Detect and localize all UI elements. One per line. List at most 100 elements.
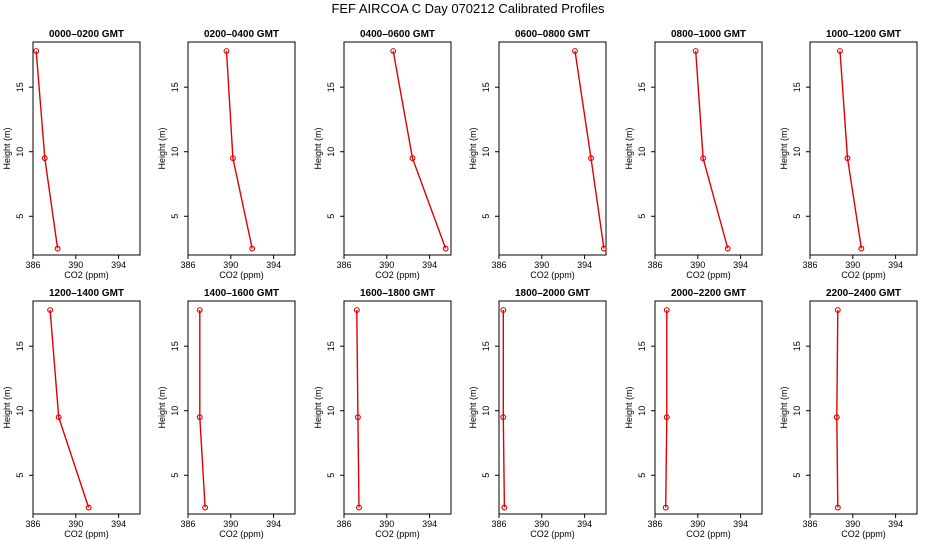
x-axis-label: CO2 (ppm) — [375, 270, 420, 280]
x-axis-label: CO2 (ppm) — [375, 529, 420, 539]
data-point — [202, 504, 209, 511]
y-tick-label: 5 — [15, 214, 25, 219]
x-tick-label: 386 — [491, 519, 506, 529]
x-axis-label: CO2 (ppm) — [219, 529, 264, 539]
x-tick-label: 394 — [111, 260, 126, 270]
x-tick-label: 394 — [422, 260, 437, 270]
series-line — [839, 50, 863, 249]
data-point — [354, 414, 361, 421]
y-tick-label: 10 — [792, 406, 802, 416]
y-tick-label: 15 — [792, 341, 802, 351]
x-tick-label: 386 — [336, 519, 351, 529]
x-tick-label: 390 — [845, 260, 860, 270]
x-tick-label: 386 — [802, 260, 817, 270]
x-axis-label: CO2 (ppm) — [530, 270, 575, 280]
series-line — [836, 309, 839, 508]
x-tick-label: 386 — [25, 260, 40, 270]
panel-title: 0600–0800 GMT — [515, 29, 590, 40]
data-point — [600, 245, 607, 252]
data-point — [390, 48, 397, 54]
data-point — [47, 307, 54, 313]
y-tick-label: 10 — [637, 406, 647, 416]
x-tick-label: 386 — [802, 519, 817, 529]
x-axis-label: CO2 (ppm) — [64, 529, 109, 539]
panel-title: 0200–0400 GMT — [204, 29, 279, 40]
y-tick-label: 5 — [481, 473, 491, 478]
y-tick-label: 15 — [637, 82, 647, 92]
x-tick-label: 390 — [223, 519, 238, 529]
x-tick-label: 390 — [379, 519, 394, 529]
x-tick-label: 394 — [266, 519, 281, 529]
x-tick-label: 386 — [180, 260, 195, 270]
y-axis-label: Height (m) — [2, 386, 12, 428]
x-tick-label: 390 — [690, 519, 705, 529]
y-tick-label: 10 — [481, 147, 491, 157]
data-point — [834, 504, 841, 511]
panel-title: 0000–0200 GMT — [49, 29, 124, 40]
data-point — [229, 155, 236, 162]
x-tick-label: 386 — [491, 260, 506, 270]
x-tick-label: 394 — [266, 260, 281, 270]
x-tick-label: 386 — [180, 519, 195, 529]
x-tick-label: 394 — [733, 519, 748, 529]
plot-frame — [498, 41, 607, 256]
y-tick-label: 10 — [170, 147, 180, 157]
y-axis-label: Height (m) — [468, 386, 478, 428]
y-tick-label: 5 — [15, 473, 25, 478]
data-point — [833, 414, 840, 421]
x-tick-label: 394 — [422, 519, 437, 529]
y-tick-label: 15 — [792, 82, 802, 92]
panel-title: 0800–1000 GMT — [671, 29, 746, 40]
x-tick-label: 394 — [111, 519, 126, 529]
data-point — [724, 245, 731, 252]
data-point — [700, 155, 707, 162]
series-line — [574, 50, 605, 249]
panel-title: 0400–0600 GMT — [360, 29, 435, 40]
x-tick-label: 390 — [379, 260, 394, 270]
series-line — [199, 310, 206, 508]
x-tick-label: 386 — [647, 260, 662, 270]
data-point — [858, 245, 865, 252]
series-line — [356, 309, 360, 508]
data-point — [196, 307, 203, 313]
panel-title: 2000–2200 GMT — [671, 288, 746, 299]
y-tick-label: 15 — [15, 341, 25, 351]
plot-frame — [654, 300, 763, 515]
x-tick-label: 394 — [577, 260, 592, 270]
x-tick-label: 386 — [25, 519, 40, 529]
y-axis-label: Height (m) — [624, 386, 634, 428]
x-axis-label: CO2 (ppm) — [686, 529, 731, 539]
y-tick-label: 10 — [481, 406, 491, 416]
data-point — [834, 307, 841, 313]
x-tick-label: 390 — [534, 519, 549, 529]
y-tick-label: 10 — [15, 147, 25, 157]
y-tick-label: 10 — [637, 147, 647, 157]
data-point — [409, 155, 416, 162]
data-point — [572, 48, 578, 54]
x-tick-label: 394 — [888, 519, 903, 529]
x-axis-label: CO2 (ppm) — [530, 529, 575, 539]
y-tick-label: 5 — [481, 214, 491, 219]
y-axis-label: Height (m) — [157, 127, 167, 169]
y-tick-label: 5 — [326, 214, 336, 219]
data-point — [662, 504, 669, 511]
x-axis-label: CO2 (ppm) — [64, 270, 109, 280]
y-tick-label: 5 — [170, 473, 180, 478]
plot-frame — [498, 300, 607, 515]
y-tick-label: 15 — [326, 82, 336, 92]
y-tick-label: 5 — [637, 214, 647, 219]
y-tick-label: 5 — [637, 473, 647, 478]
data-point — [663, 414, 670, 421]
x-tick-label: 390 — [68, 260, 83, 270]
data-point — [692, 48, 699, 54]
x-tick-label: 394 — [577, 519, 592, 529]
plot-frame — [809, 41, 918, 256]
plot-frame — [187, 300, 296, 515]
series-line — [665, 310, 668, 508]
